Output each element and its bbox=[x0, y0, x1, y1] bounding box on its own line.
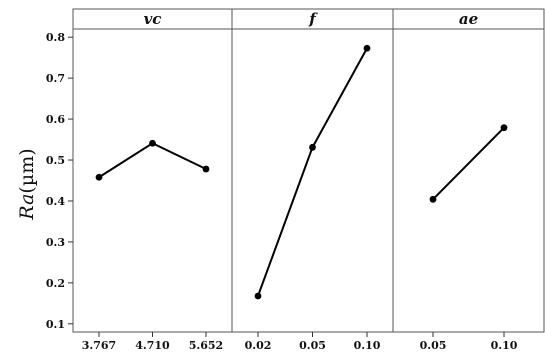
x-tick-label-f: 0.05 bbox=[299, 339, 326, 352]
panel-frame-vc bbox=[72, 28, 233, 333]
plot-frame bbox=[72, 8, 545, 333]
y-tick-label: 0.4 bbox=[46, 195, 65, 208]
y-tick-label: 0.1 bbox=[46, 318, 65, 331]
y-tick-label: 0.5 bbox=[46, 154, 65, 167]
data-point-vc bbox=[95, 173, 103, 181]
data-point-ae bbox=[500, 124, 508, 132]
panel-title-vc: vc bbox=[144, 10, 162, 28]
y-tick-label: 0.8 bbox=[46, 31, 65, 44]
x-tick-label-ae: 0.10 bbox=[491, 339, 518, 352]
x-tick-label-vc: 5.652 bbox=[189, 339, 223, 352]
series-line-ae bbox=[432, 126, 505, 201]
x-tick-label-vc: 4.710 bbox=[135, 339, 170, 352]
x-tick-label-f: 0.10 bbox=[354, 339, 381, 352]
y-tick-label: 0.3 bbox=[46, 236, 65, 249]
data-point-f bbox=[363, 44, 371, 52]
panel-frame-ae bbox=[392, 28, 545, 333]
y-tick-label: 0.7 bbox=[46, 72, 65, 85]
data-point-ae bbox=[429, 195, 437, 203]
data-point-vc bbox=[202, 165, 210, 173]
y-axis-title: Ra(µm) bbox=[16, 148, 38, 220]
panel-title-f: f bbox=[308, 10, 318, 28]
y-axis-title-symbol: Ra bbox=[16, 194, 38, 221]
series-line-vc bbox=[98, 142, 207, 179]
x-tick-label-f: 0.02 bbox=[245, 339, 272, 352]
data-points bbox=[95, 44, 508, 300]
y-axis-title-unit: (µm) bbox=[16, 148, 38, 193]
data-point-f bbox=[254, 292, 262, 300]
data-point-vc bbox=[149, 139, 156, 147]
data-point-f bbox=[309, 143, 316, 151]
panel-title-ae: ae bbox=[459, 10, 478, 28]
x-tick-label-ae: 0.05 bbox=[420, 339, 447, 352]
panel-frames: vc f ae bbox=[72, 8, 545, 333]
y-tick-label: 0.2 bbox=[46, 277, 65, 290]
x-axis: 3.767 4.710 5.652 0.02 0.05 0.10 0.05 0.10 bbox=[82, 332, 518, 352]
x-tick-label-vc: 3.767 bbox=[82, 339, 116, 352]
y-axis: 0.1 0.2 0.3 0.4 0.5 0.6 0.7 0.8 bbox=[46, 31, 73, 331]
y-tick-label: 0.6 bbox=[46, 113, 65, 126]
panel-frame-f bbox=[231, 28, 394, 333]
series-lines bbox=[98, 47, 505, 297]
series-line-f bbox=[257, 47, 368, 297]
